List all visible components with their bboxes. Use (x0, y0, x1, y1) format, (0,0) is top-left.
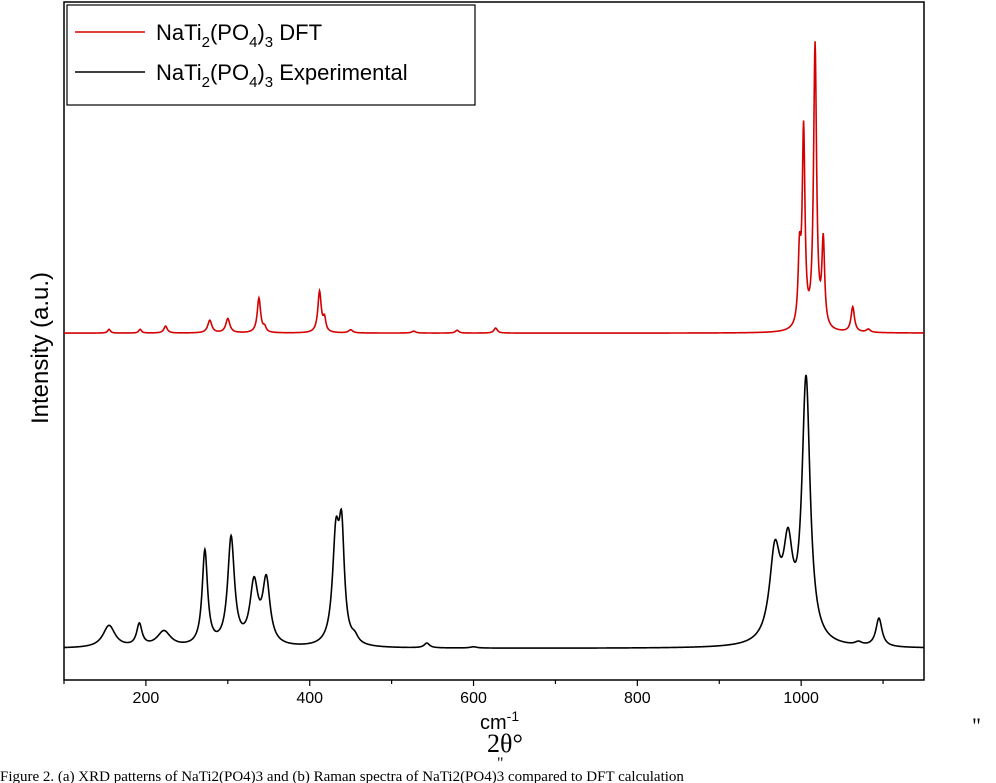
figure-caption: Figure 2. (a) XRD patterns of NaTi2(PO4)… (0, 769, 684, 783)
x-axis-title: cm-1 (480, 708, 519, 734)
series-line-0 (64, 41, 924, 334)
legend-box (66, 4, 476, 106)
x-tick-label-600: 600 (460, 690, 487, 707)
x-tick-label-400: 400 (296, 690, 323, 707)
plot-frame (63, 1, 925, 681)
y-axis-title: Intensity (a.u.) (27, 272, 54, 424)
x-axis-title-unit: cm (480, 712, 507, 734)
x-axis: 200 400 600 800 1000 (63, 680, 884, 707)
x-tick-label-1000: 1000 (783, 690, 819, 707)
legend: NaTi2(PO4)3 DFT NaTi2(PO4)3 Experimental (66, 4, 476, 106)
legend-label-0: NaTi2(PO4)3 DFT (156, 20, 322, 51)
series-layer (63, 41, 924, 649)
stray-quote-under: " (497, 755, 504, 772)
x-axis-title-exponent: -1 (507, 708, 520, 724)
stray-quote-right: " (972, 713, 981, 738)
series-line-1 (63, 374, 924, 649)
x-tick-label-200: 200 (133, 690, 160, 707)
legend-items: NaTi2(PO4)3 DFT NaTi2(PO4)3 Experimental (75, 20, 408, 91)
legend-label-1: NaTi2(PO4)3 Experimental (156, 60, 408, 91)
x-tick-label-800: 800 (624, 690, 651, 707)
stray-two-theta: 2θ° (487, 729, 523, 758)
